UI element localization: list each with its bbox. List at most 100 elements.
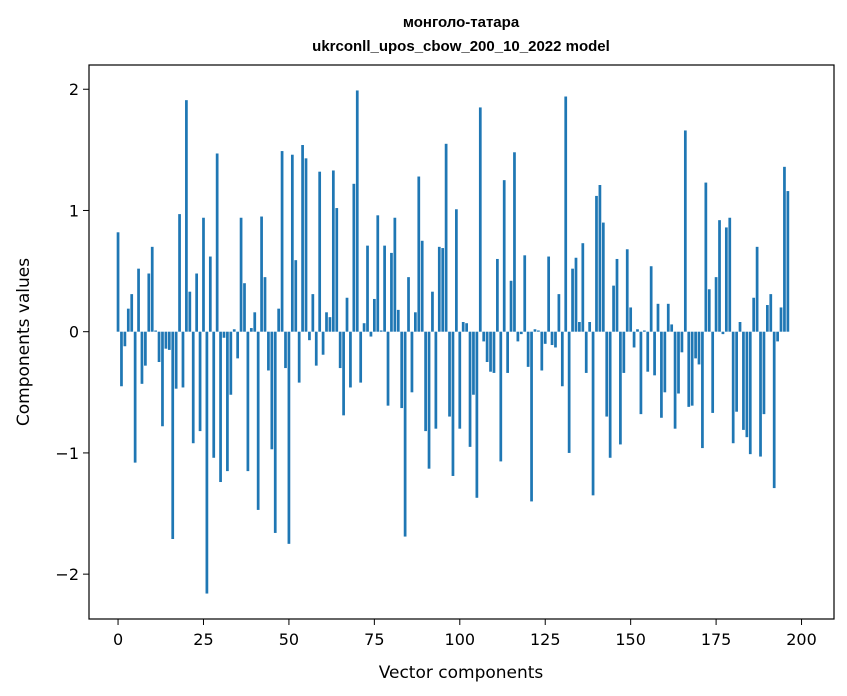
bar-195: [783, 166, 786, 332]
bar-113: [502, 180, 506, 332]
bar-166: [683, 130, 687, 332]
bar-37: [243, 283, 246, 332]
bar-19: [181, 331, 185, 388]
bar-55: [304, 158, 308, 332]
bar-123: [537, 330, 540, 332]
bar-45: [270, 331, 274, 450]
bar-5: [133, 331, 137, 463]
bar-183: [742, 331, 745, 430]
bar-95: [441, 248, 445, 332]
bar-93: [434, 331, 438, 429]
bar-53: [297, 331, 301, 383]
bar-8: [144, 331, 147, 366]
bars-group: [116, 90, 790, 594]
bar-9: [147, 273, 151, 332]
bar-164: [677, 331, 680, 394]
bar-75: [372, 298, 376, 332]
bar-38: [246, 331, 250, 472]
bar-101: [461, 322, 465, 332]
bar-2: [123, 331, 127, 347]
bar-33: [229, 331, 233, 395]
bar-181: [735, 331, 738, 412]
bar-7: [140, 331, 144, 384]
bar-167: [687, 331, 691, 407]
bar-65: [338, 331, 342, 369]
bar-100: [458, 331, 462, 429]
bar-46: [273, 331, 277, 533]
y-tick-label: 0: [69, 323, 79, 342]
bar-13: [161, 331, 164, 427]
bar-107: [482, 331, 486, 342]
bar-3: [126, 308, 130, 332]
bar-57: [311, 294, 315, 332]
bar-137: [584, 331, 588, 373]
x-tick-label: 0: [113, 630, 123, 649]
bar-152: [636, 329, 639, 332]
bar-82: [396, 309, 400, 332]
bar-170: [697, 331, 701, 365]
bar-115: [509, 280, 513, 332]
bar-63: [331, 170, 335, 332]
bar-61: [325, 312, 328, 332]
bar-112: [499, 331, 503, 462]
bar-84: [403, 331, 407, 537]
bar-86: [410, 331, 414, 393]
y-tick-label: −1: [55, 444, 79, 463]
bar-132: [567, 331, 571, 453]
bar-89: [420, 240, 424, 332]
bar-97: [448, 331, 451, 417]
bar-88: [417, 176, 421, 332]
bar-189: [762, 331, 766, 415]
bar-157: [653, 331, 656, 376]
bar-6: [137, 268, 140, 332]
bar-59: [318, 171, 322, 332]
bar-60: [321, 331, 325, 355]
bar-190: [765, 305, 769, 332]
bar-42: [260, 216, 263, 332]
bar-30: [219, 331, 222, 483]
bar-1: [120, 331, 123, 387]
bar-71: [359, 331, 363, 383]
bar-120: [526, 331, 530, 367]
bar-85: [407, 277, 410, 332]
x-tick-label: 150: [615, 630, 646, 649]
bar-175: [714, 277, 718, 332]
bar-4: [130, 294, 134, 332]
bar-155: [646, 331, 650, 372]
bar-171: [701, 331, 704, 449]
bar-108: [485, 331, 489, 363]
bar-125: [543, 331, 547, 344]
y-tick-label: 1: [69, 201, 79, 220]
plot-frame: [88, 64, 835, 620]
bar-162: [670, 324, 674, 332]
bar-80: [390, 252, 393, 332]
bar-118: [519, 331, 523, 335]
bar-81: [393, 217, 397, 332]
bar-134: [574, 257, 578, 332]
bar-87: [414, 312, 417, 332]
bar-151: [632, 331, 636, 348]
bar-31: [222, 331, 226, 338]
bar-39: [249, 328, 253, 332]
bar-34: [232, 329, 236, 332]
bar-72: [362, 323, 366, 332]
bar-127: [550, 331, 554, 346]
bar-148: [622, 331, 626, 373]
bar-20: [185, 100, 188, 332]
bar-179: [728, 217, 732, 332]
bar-191: [769, 294, 773, 332]
bar-70: [355, 90, 359, 332]
bar-177: [721, 331, 725, 335]
x-tick-label: 50: [279, 630, 299, 649]
bar-117: [516, 331, 520, 342]
bar-169: [694, 331, 697, 359]
y-axis-ticks: −2 −1 0 1 2: [55, 80, 89, 584]
bar-139: [591, 331, 595, 496]
bar-26: [205, 331, 209, 594]
bar-178: [724, 227, 728, 332]
bar-124: [540, 331, 544, 371]
bar-105: [475, 331, 479, 498]
bar-158: [656, 303, 660, 332]
bar-193: [776, 331, 779, 342]
